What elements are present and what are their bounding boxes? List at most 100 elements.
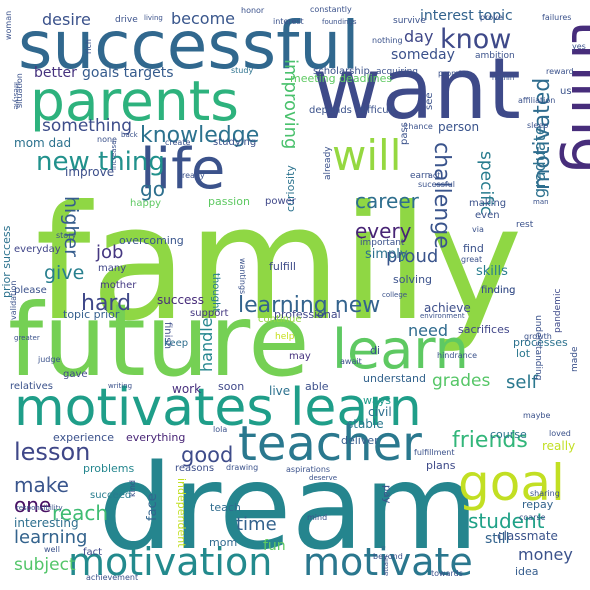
word-finding: finding (481, 285, 515, 296)
word-man: man (533, 198, 549, 206)
word-await: await (340, 357, 362, 366)
word-professional: professional (274, 308, 341, 321)
word-prove: prove (480, 13, 503, 22)
word-achieve: achieve (424, 301, 471, 315)
word-support: support (190, 308, 228, 319)
word-see: see (424, 92, 435, 110)
word-life: life (140, 137, 225, 202)
word-improving: improving (280, 59, 301, 149)
word-motivates-learn: motivates learn (14, 378, 422, 438)
word-learning: learning (14, 527, 87, 548)
word-independent: independent (175, 478, 188, 548)
word-mom-dad: mom dad (14, 136, 71, 150)
word-earn: earn (410, 171, 430, 181)
word-fact: fact (83, 547, 102, 558)
word-none: none (97, 135, 117, 144)
word-finding: finding (481, 285, 515, 296)
word-wantings: wantings (238, 258, 247, 294)
word-failures: failures (542, 13, 571, 22)
word-able: able (305, 380, 329, 393)
word-finish: finish (162, 322, 173, 349)
word-sucessful: sucessful (418, 180, 455, 189)
word-even: even (475, 210, 500, 221)
word-help: help (275, 332, 295, 342)
word-pay: pay (381, 485, 392, 503)
word-money: money (518, 545, 573, 564)
word-knowledge: knowledge (140, 123, 259, 148)
word-challenge: challenge (429, 142, 454, 249)
word-fulfillment: fulfillment (414, 448, 455, 457)
word-motivation: motivation (68, 540, 272, 584)
word-mother: mother (100, 280, 137, 291)
word-become: become (171, 9, 235, 28)
word-everyday: everyday (14, 244, 61, 255)
word-grades: grades (432, 371, 490, 391)
word-higher: higher (60, 196, 82, 257)
word-many: many (98, 263, 126, 274)
word-judge: judge (37, 355, 60, 364)
word-college: college (382, 291, 407, 299)
word-kind: kind (128, 480, 137, 497)
word-experience: experience (53, 431, 114, 444)
word-pass: pass (399, 122, 410, 145)
word-via: via (472, 225, 484, 234)
word-pandemic: pandemic (553, 289, 563, 333)
word-motivated: motivated (530, 78, 555, 190)
word-need: need (408, 321, 448, 340)
word-coarse: coarse (519, 513, 546, 522)
word-stable: stable (347, 417, 384, 431)
word-soon: soon (218, 380, 244, 393)
word-already: already (323, 146, 333, 180)
word-goals-targets: goals targets (82, 65, 174, 81)
word-improve: improve (65, 165, 114, 179)
word-reward: reward (546, 67, 574, 76)
word-classmate: classmate (497, 529, 558, 543)
word-drive: drive (115, 15, 138, 25)
word-thought: thought (210, 273, 221, 312)
word-us: us (560, 86, 572, 97)
word-one: one (14, 493, 51, 517)
word-growth: growth (524, 332, 552, 341)
word-mom: mom (209, 536, 237, 549)
word-go: go (140, 177, 165, 201)
word-teacher: teacher (238, 416, 422, 472)
word-sleep: sleep (527, 121, 548, 130)
word-something: something (42, 116, 132, 136)
word-new-thing: new thing (36, 147, 165, 177)
word-civil: civil (368, 405, 392, 419)
word-reach: reach (52, 501, 108, 525)
word-face: face (145, 493, 160, 521)
word-family: family (35, 172, 523, 356)
word-power: power (265, 196, 297, 207)
word-topic-prior: topic prior (63, 308, 120, 321)
word-day: day (404, 27, 433, 46)
word-specific: specific (476, 151, 496, 215)
word-continue: continue (258, 314, 301, 325)
word-made: made (570, 346, 580, 372)
word-idea: idea (515, 565, 539, 578)
word-motivate: motivate (303, 540, 473, 584)
word-still: still (485, 531, 509, 547)
word-lot: lot (516, 347, 531, 360)
word-ready: ready (182, 171, 205, 180)
word-back: back (121, 131, 139, 139)
word-hindrance: hindrance (437, 351, 477, 360)
word-rest: rest (516, 220, 534, 230)
word-processes: processes (513, 336, 568, 349)
word-work: work (172, 382, 201, 396)
word-meeting-deadlines: meeting deadlines (290, 72, 392, 85)
word-scholarship: scholarship (313, 66, 370, 77)
word-goal: goal (458, 454, 565, 512)
word-fulfill: fulfill (269, 260, 296, 273)
word-well: well (44, 545, 60, 554)
word-relatives: relatives (10, 381, 53, 392)
word-important: important (360, 238, 405, 248)
word-constantly: constantly (310, 5, 352, 14)
word-understanding: understanding (533, 315, 543, 380)
word-really: really (542, 439, 575, 453)
word-sacrifices: sacrifices (458, 323, 510, 336)
word-acquiring: acquiring (376, 67, 418, 77)
word-skills: skills (476, 264, 508, 279)
word-good: good (181, 443, 233, 467)
